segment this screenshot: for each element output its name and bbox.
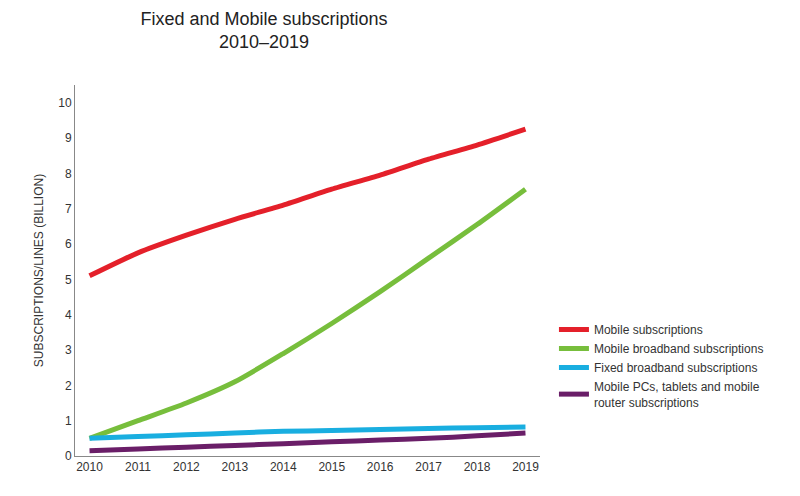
svg-text:Mobile subscriptions: Mobile subscriptions	[594, 323, 703, 337]
svg-text:5: 5	[65, 273, 72, 287]
svg-text:9: 9	[65, 131, 72, 145]
svg-text:Fixed and Mobile subscriptions: Fixed and Mobile subscriptions2010–2019	[140, 9, 387, 52]
svg-text:2019: 2019	[512, 460, 539, 474]
svg-text:10: 10	[58, 96, 72, 110]
svg-text:7: 7	[65, 202, 72, 216]
svg-text:2011: 2011	[125, 460, 151, 474]
svg-text:2010: 2010	[76, 460, 103, 474]
svg-text:Mobile PCs, tablets and mobile: Mobile PCs, tablets and mobilerouter sub…	[594, 380, 760, 410]
svg-text:6: 6	[65, 237, 72, 251]
svg-text:Mobile broadband subscriptions: Mobile broadband subscriptions	[594, 342, 763, 356]
svg-text:3: 3	[65, 343, 72, 357]
svg-text:2018: 2018	[464, 460, 491, 474]
svg-text:2012: 2012	[173, 460, 200, 474]
svg-text:4: 4	[65, 308, 72, 322]
svg-text:2: 2	[65, 379, 72, 393]
svg-text:2014: 2014	[270, 460, 297, 474]
svg-text:8: 8	[65, 167, 72, 181]
svg-text:Fixed broadband subscriptions: Fixed broadband subscriptions	[594, 361, 757, 375]
svg-text:2015: 2015	[318, 460, 345, 474]
svg-text:2016: 2016	[367, 460, 394, 474]
svg-text:1: 1	[65, 414, 72, 428]
svg-text:2013: 2013	[221, 460, 248, 474]
svg-text:0: 0	[65, 449, 72, 463]
svg-text:2017: 2017	[415, 460, 442, 474]
svg-text:SUBSCRIPTIONS/LINES (BILLION): SUBSCRIPTIONS/LINES (BILLION)	[32, 174, 46, 367]
